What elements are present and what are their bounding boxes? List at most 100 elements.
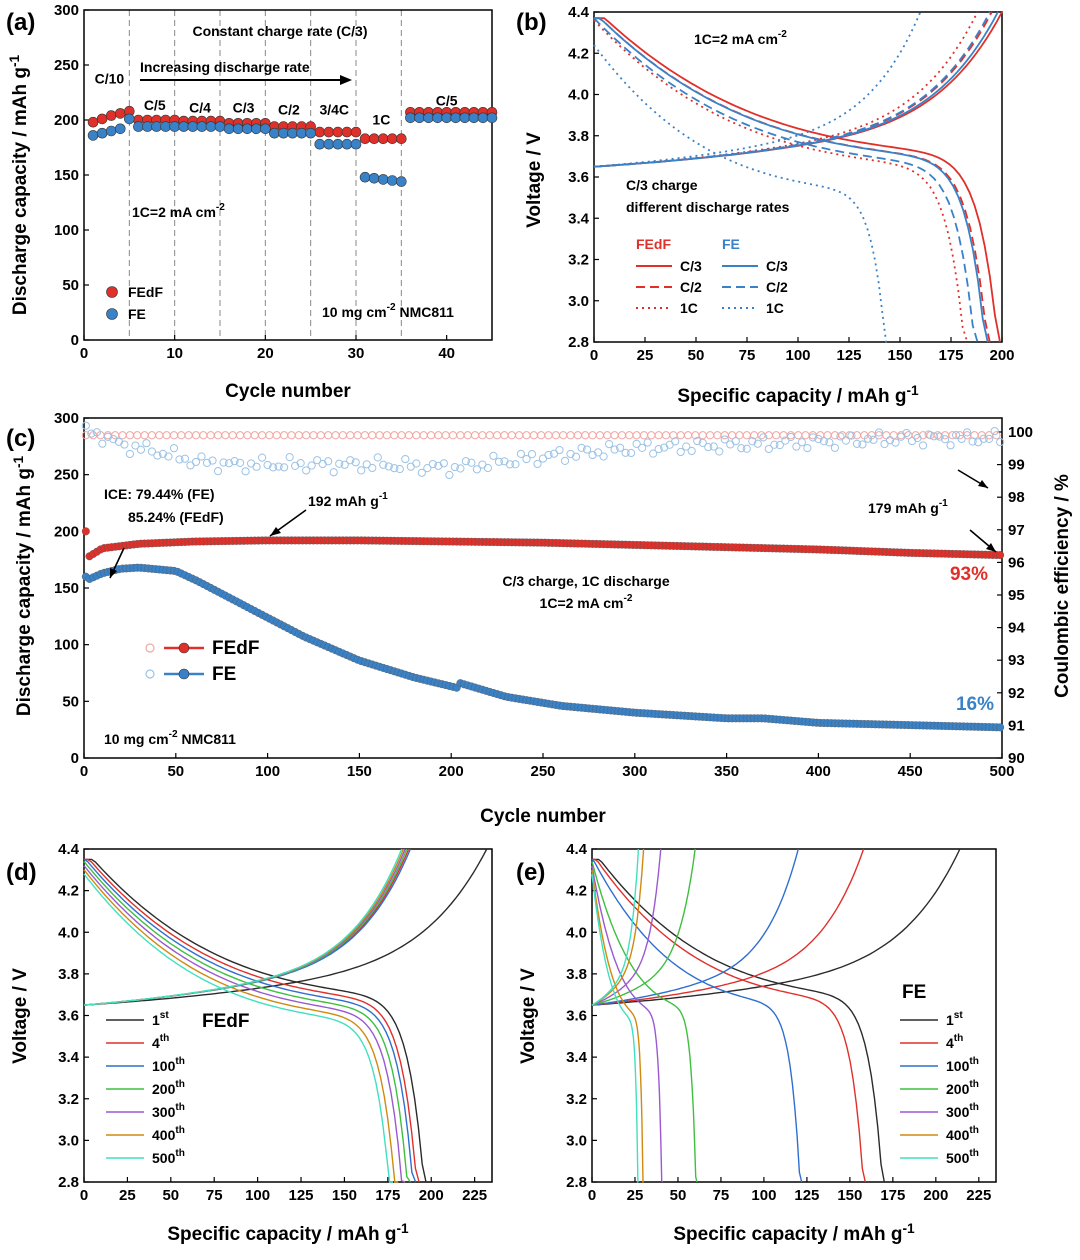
data-point-fedf — [114, 108, 126, 119]
ce-point-fe — [693, 436, 702, 446]
legend-label: 1C — [680, 300, 698, 316]
ce-arrow-head — [978, 480, 988, 488]
y-axis-label: Discharge capacity / mAh g-1 — [11, 455, 35, 716]
y-tick-label: 250 — [54, 57, 79, 74]
y-tick-label: 3.6 — [566, 1008, 587, 1025]
x-tick-label: 0 — [590, 347, 598, 364]
ce-point-fe — [632, 439, 641, 448]
ce-point-fe — [863, 434, 873, 443]
y-tick-label: 4.2 — [568, 45, 589, 62]
data-point-fe — [232, 123, 244, 135]
data-point-fe — [196, 121, 208, 132]
legend-label-cycle-1: 1st — [152, 1010, 169, 1028]
ce-point-fe — [731, 437, 740, 446]
discharge-curve — [594, 17, 1001, 343]
panel-label-e: (e) — [516, 859, 545, 886]
data-point-fedf — [350, 126, 362, 138]
ce-point-fe — [544, 450, 553, 460]
ce-point-fedf — [184, 431, 193, 440]
y-tick-label: 50 — [62, 693, 79, 710]
ce-point-fe — [202, 458, 212, 467]
ce-point-fe — [979, 434, 988, 443]
x-tick-label: 20 — [257, 345, 274, 362]
panel-label-d: (d) — [6, 859, 37, 886]
ce-point-fe — [687, 446, 696, 456]
y-tick-label: 4.0 — [568, 87, 589, 104]
ce-point-fe — [726, 440, 735, 449]
y-tick-label: 250 — [54, 467, 79, 484]
data-point-fedf — [332, 126, 344, 138]
ce-point-fe — [329, 468, 338, 477]
x-tick-label: 150 — [347, 763, 372, 780]
ce-point-fe — [616, 443, 625, 452]
ce-point-fe — [902, 428, 911, 438]
data-point-fe — [405, 112, 416, 124]
legend-label-cycle-100: 100th — [946, 1056, 979, 1074]
ce-point-fe — [81, 421, 90, 430]
ce-point-fe — [907, 436, 917, 446]
ce-point-fe — [87, 429, 96, 438]
legend-label-cycle-200: 200th — [946, 1079, 979, 1097]
legend-label-cycle-500: 500th — [152, 1148, 185, 1166]
ce-point-fe — [103, 432, 112, 441]
ce-point-fedf — [683, 431, 693, 440]
x-tick-label: 100 — [751, 1187, 776, 1204]
capacity-point-fe — [996, 723, 1005, 732]
data-point-fe — [205, 121, 217, 132]
ce-point-fe — [555, 445, 564, 455]
rate-label: 3/4C — [319, 102, 349, 118]
retention-fedf: 93% — [950, 564, 988, 585]
ce-point-fe — [671, 437, 680, 446]
ce-point-fedf — [595, 431, 605, 440]
ce-point-fe — [208, 456, 217, 465]
x-tick-label: 300 — [622, 763, 647, 780]
x-tick-label: 100 — [255, 763, 280, 780]
ce-point-fe — [885, 436, 895, 445]
ce-point-fe — [434, 461, 443, 470]
ce-point-fe — [940, 435, 950, 444]
y-tick-label: 300 — [54, 410, 79, 427]
legend-label: C/2 — [680, 279, 702, 295]
ce-point-fedf — [639, 431, 649, 440]
data-point-fedf — [386, 133, 398, 144]
y-tick-label: 2.8 — [568, 334, 589, 351]
x-axis-label: Specific capacity / mAh g-1 — [673, 1221, 915, 1245]
ce-point-fe — [682, 442, 691, 451]
ce-point-fedf — [529, 431, 538, 440]
data-point-fe — [305, 127, 316, 139]
data-point-fe — [169, 121, 180, 132]
legend-ce-marker — [145, 669, 155, 679]
y-tick-label: 3.8 — [568, 128, 589, 145]
ce-point-fe — [379, 460, 388, 469]
data-point-fe — [468, 112, 480, 124]
y-tick-label: 4.0 — [566, 924, 587, 941]
data-point-fe — [296, 127, 307, 139]
ce-point-fe — [131, 441, 140, 450]
ce-point-fe — [340, 460, 349, 469]
ce-point-fedf — [551, 431, 560, 440]
ce-point-fe — [996, 438, 1005, 447]
ce-point-fe — [390, 464, 399, 473]
legend-label-fe: FE — [128, 306, 146, 322]
ce-point-fe — [98, 439, 107, 448]
ce-point-fedf — [463, 431, 472, 440]
ce-point-fedf — [265, 431, 274, 440]
discharge-curve-cycle-200 — [591, 861, 698, 1183]
data-point-fedf — [368, 133, 380, 144]
ce-point-fedf — [118, 431, 127, 440]
ce-point-fe — [125, 449, 134, 459]
x-tick-label: 225 — [966, 1187, 991, 1204]
x-tick-label: 0 — [80, 763, 88, 780]
y2-tick-label: 95 — [1008, 587, 1025, 604]
ce-point-fedf — [353, 431, 362, 440]
ce-point-fedf — [757, 431, 766, 440]
ce-point-fe — [428, 459, 437, 469]
ce-point-fe — [918, 441, 928, 450]
charge-curve — [593, 11, 979, 168]
ce-point-fe — [874, 428, 884, 437]
data-point-fe — [142, 121, 153, 132]
plot-frame — [591, 848, 997, 1183]
ce-point-fe — [704, 442, 713, 452]
x-tick-label: 500 — [989, 763, 1014, 780]
ce-point-fedf — [647, 431, 656, 440]
